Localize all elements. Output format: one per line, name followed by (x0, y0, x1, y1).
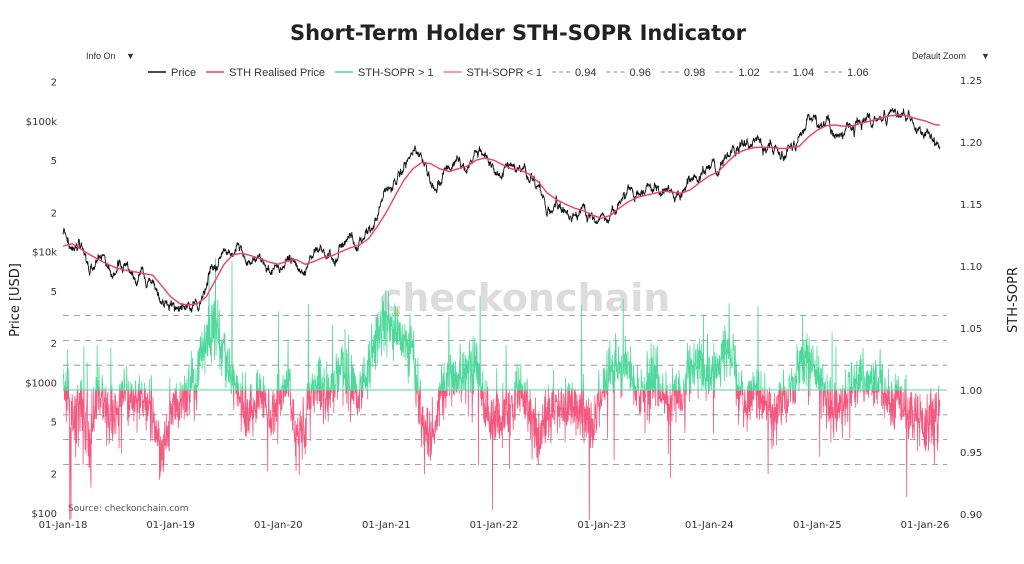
dropdown-arrow-icon: ▼ (981, 51, 990, 61)
x-tick-label: 01-Jan-22 (470, 520, 519, 531)
right-tick-label: 1.25 (960, 76, 982, 87)
legend-label: 1.06 (847, 67, 868, 79)
left-tick-label: $100k (26, 117, 57, 128)
legend-label: 0.94 (575, 67, 596, 79)
left-tick-label: 2 (51, 339, 57, 350)
x-tick-label: 01-Jan-25 (793, 520, 842, 531)
left-tick-label: 5 (51, 287, 57, 298)
right-tick-label: 1.05 (960, 324, 982, 335)
right-tick-label: 0.90 (960, 510, 982, 521)
legend-label: STH Realised Price (229, 67, 325, 79)
price-line (62, 108, 941, 313)
legend-item[interactable]: STH-SOPR > 1 (335, 67, 434, 79)
left-tick-label: 2 (51, 208, 57, 219)
watermark: checkonchain (380, 276, 671, 320)
left-axis: $100 2 5 $1000 2 5 $10k 2 5 $100k 2 (25, 78, 57, 520)
right-tick-label: 1.10 (960, 262, 982, 273)
left-tick-label: $10k (32, 248, 57, 259)
x-tick-label: 01-Jan-24 (685, 520, 734, 531)
sopr-series (63, 258, 947, 520)
legend-item[interactable]: 1.02 (715, 67, 760, 79)
right-axis-label: STH-SOPR (1006, 267, 1021, 333)
left-tick-label: $100 (32, 509, 57, 520)
left-tick-label: 2 (51, 78, 57, 89)
legend-label: 1.02 (738, 67, 759, 79)
info-toggle[interactable]: Info On ▼ (86, 51, 135, 61)
right-axis: 0.90 0.95 1.00 1.05 1.10 1.15 1.20 1.25 (960, 76, 982, 521)
left-tick-label: 5 (51, 418, 57, 429)
legend-item[interactable]: 1.06 (824, 67, 869, 79)
legend-item[interactable]: 0.96 (606, 67, 651, 79)
right-tick-label: 1.15 (960, 200, 982, 211)
zoom-dropdown[interactable]: Default Zoom ▼ (912, 51, 990, 61)
x-tick-label: 01-Jan-23 (577, 520, 626, 531)
right-tick-label: 1.20 (960, 138, 982, 149)
legend-label: 1.04 (793, 67, 814, 79)
source-note: Source: checkonchain.com (68, 504, 189, 514)
legend-item[interactable]: 1.04 (769, 67, 814, 79)
price-series (62, 108, 941, 313)
left-tick-label: $1000 (25, 378, 57, 389)
legend-label: 0.98 (684, 67, 705, 79)
legend-item[interactable]: STH-SOPR < 1 (443, 67, 543, 79)
info-toggle-label: Info On (86, 51, 116, 61)
sopr-below-1-line (63, 390, 941, 520)
x-axis: 01-Jan-18 01-Jan-19 01-Jan-20 01-Jan-21 01-J… (39, 520, 950, 531)
x-tick-label: 01-Jan-18 (39, 520, 88, 531)
legend-label: 0.96 (629, 67, 650, 79)
x-tick-label: 01-Jan-26 (901, 520, 950, 531)
legend-item[interactable]: 0.94 (552, 67, 596, 79)
legend-label: STH-SOPR > 1 (358, 67, 434, 79)
x-tick-label: 01-Jan-19 (146, 520, 195, 531)
legend-item[interactable]: STH Realised Price (206, 67, 325, 79)
left-tick-label: 5 (51, 156, 57, 167)
legend: Price STH Realised Price STH-SOPR > 1 STH-S… (148, 67, 869, 79)
dropdown-arrow-icon: ▼ (126, 51, 135, 61)
legend-label: Price (171, 67, 196, 79)
left-tick-label: 2 (51, 470, 57, 481)
sth-realised-price-line (62, 114, 940, 306)
legend-label: STH-SOPR < 1 (467, 67, 543, 79)
right-tick-label: 0.95 (960, 448, 982, 459)
x-tick-label: 01-Jan-20 (254, 520, 303, 531)
left-axis-label: Price [USD] (8, 263, 23, 337)
zoom-dropdown-label: Default Zoom (912, 51, 966, 61)
right-tick-label: 1.00 (960, 386, 982, 397)
chart-title: Short-Term Holder STH-SOPR Indicator (290, 21, 747, 45)
sopr-above-1-line (63, 258, 940, 390)
legend-item[interactable]: Price (148, 67, 196, 79)
x-tick-label: 01-Jan-21 (362, 520, 411, 531)
legend-item[interactable]: 0.98 (660, 67, 705, 79)
